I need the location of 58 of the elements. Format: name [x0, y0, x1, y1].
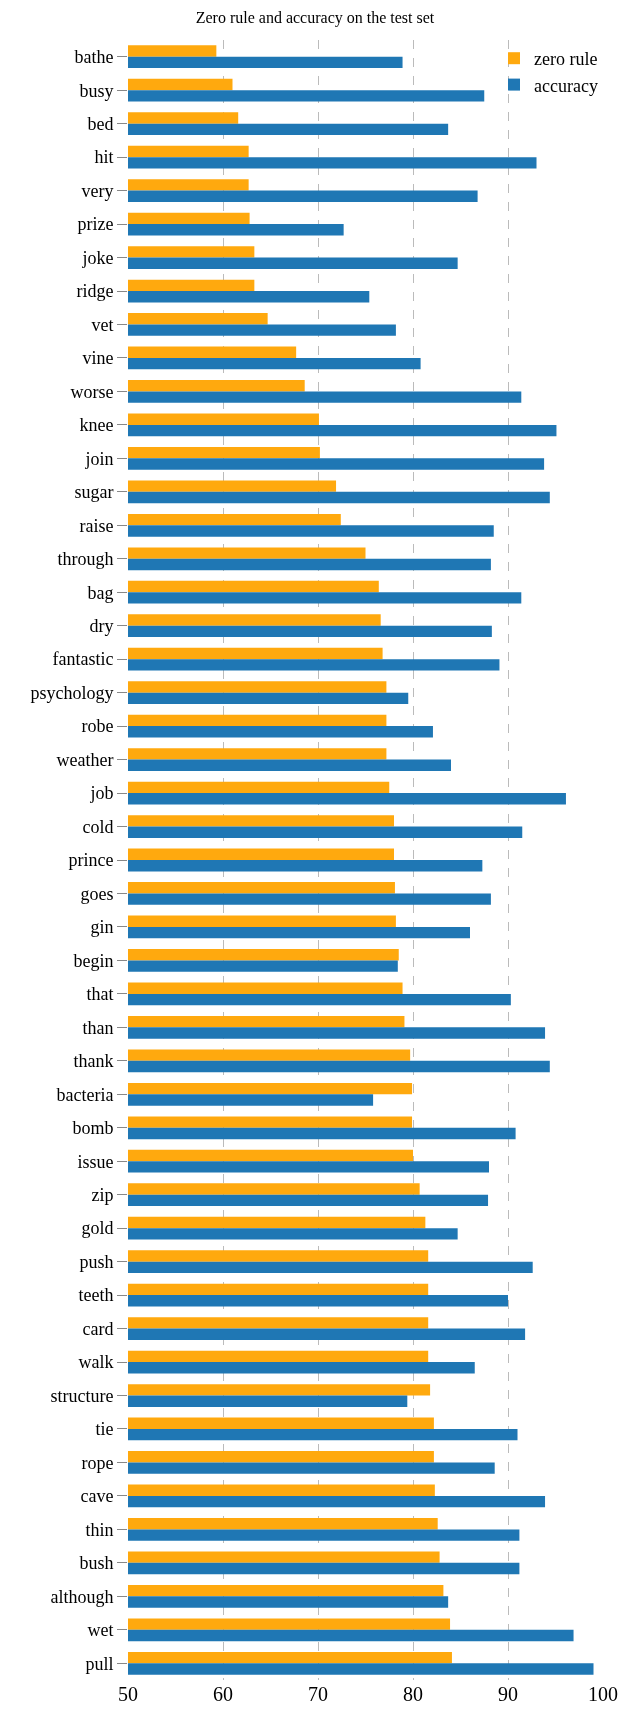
y-tick-label: robe — [81, 716, 114, 737]
y-tick-label: sugar — [74, 482, 114, 503]
y-tick-label: cave — [80, 1486, 114, 1507]
y-tick-label: vine — [82, 348, 114, 369]
y-tick-label: tie — [95, 1419, 114, 1440]
y-tick-label: bush — [79, 1553, 114, 1574]
y-tick-label: begin — [73, 950, 114, 971]
legend-label: zero rule — [534, 49, 598, 70]
y-tick-label: walk — [78, 1352, 114, 1373]
y-tick-label: worse — [70, 381, 114, 402]
y-tick-label: zip — [91, 1184, 114, 1205]
y-tick-label: very — [81, 180, 114, 201]
y-tick-label: wet — [87, 1620, 114, 1641]
y-tick-label: job — [89, 783, 114, 804]
y-tick-label: bacteria — [56, 1084, 114, 1105]
legend-label: accuracy — [534, 75, 598, 96]
y-tick-label: bomb — [72, 1118, 114, 1139]
y-tick-label: bathe — [74, 47, 114, 68]
y-tick-label: gin — [90, 917, 114, 938]
y-tick-label: knee — [79, 415, 114, 436]
x-tick-label: 50 — [118, 1683, 138, 1705]
y-tick-label: raise — [79, 515, 114, 536]
x-tick-label: 90 — [498, 1683, 518, 1705]
y-tick-label: rope — [81, 1452, 114, 1473]
y-tick-label: that — [86, 984, 114, 1005]
y-tick-label: psychology — [30, 682, 114, 703]
y-tick-label: ridge — [76, 281, 114, 302]
y-tick-label: prince — [68, 850, 114, 871]
y-tick-label: thank — [73, 1051, 114, 1072]
y-tick-label: issue — [77, 1151, 114, 1172]
chart-title: Zero rule and accuracy on the test set — [195, 9, 435, 28]
y-tick-label: join — [84, 448, 114, 469]
y-tick-label: push — [79, 1251, 114, 1272]
y-tick-label: busy — [79, 80, 114, 101]
y-tick-label: thin — [85, 1519, 114, 1540]
y-tick-label: teeth — [78, 1285, 114, 1306]
y-tick-label: bed — [87, 113, 114, 134]
y-tick-label: joke — [81, 247, 114, 268]
x-tick-label: 60 — [213, 1683, 233, 1705]
x-tick-label: 80 — [403, 1683, 423, 1705]
y-tick-label: hit — [94, 147, 114, 168]
y-tick-label: vet — [91, 314, 114, 335]
y-tick-label: although — [50, 1586, 114, 1607]
x-tick-label: 100 — [588, 1683, 618, 1705]
y-tick-label: cold — [82, 816, 114, 837]
y-tick-label: than — [82, 1017, 114, 1038]
y-tick-label: pull — [85, 1653, 114, 1674]
y-tick-label: weather — [56, 749, 114, 770]
y-tick-label: prize — [77, 214, 114, 235]
y-tick-label: through — [57, 549, 114, 570]
x-tick-label: 70 — [308, 1683, 328, 1705]
y-tick-label: fantastic — [52, 649, 114, 670]
y-tick-label: card — [82, 1318, 114, 1339]
y-tick-label: dry — [89, 616, 114, 637]
y-tick-label: structure — [50, 1385, 114, 1406]
y-tick-label: goes — [80, 883, 114, 904]
y-tick-label: gold — [81, 1218, 114, 1239]
y-tick-label: bag — [87, 582, 114, 603]
